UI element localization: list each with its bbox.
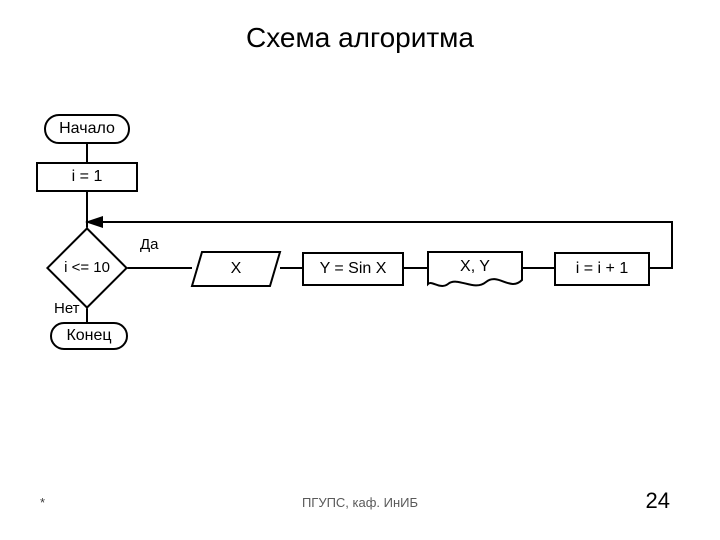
output-doc: X, Y	[428, 250, 522, 284]
start-terminator: Начало	[44, 114, 130, 144]
end-terminator: Конец	[50, 322, 128, 350]
page-number: 24	[646, 488, 670, 514]
page-title: Схема алгоритма	[0, 22, 720, 54]
decision-diamond: i <= 10	[58, 239, 116, 297]
calc-label: Y = Sin X	[320, 260, 387, 278]
init-process: i = 1	[36, 162, 138, 192]
calc-process: Y = Sin X	[302, 252, 404, 286]
incr-process: i = i + 1	[554, 252, 650, 286]
input-x-label: X	[231, 260, 242, 278]
init-label: i = 1	[72, 168, 103, 186]
input-x: X	[192, 252, 280, 286]
output-label: X, Y	[460, 258, 490, 276]
end-label: Конец	[66, 327, 111, 345]
start-label: Начало	[59, 120, 115, 138]
footer-center: ПГУПС, каф. ИнИБ	[0, 495, 720, 510]
edge-label-yes: Да	[140, 236, 159, 253]
decision-label: i <= 10	[58, 239, 116, 297]
incr-label: i = i + 1	[576, 260, 628, 278]
edge-label-no: Нет	[54, 300, 80, 317]
